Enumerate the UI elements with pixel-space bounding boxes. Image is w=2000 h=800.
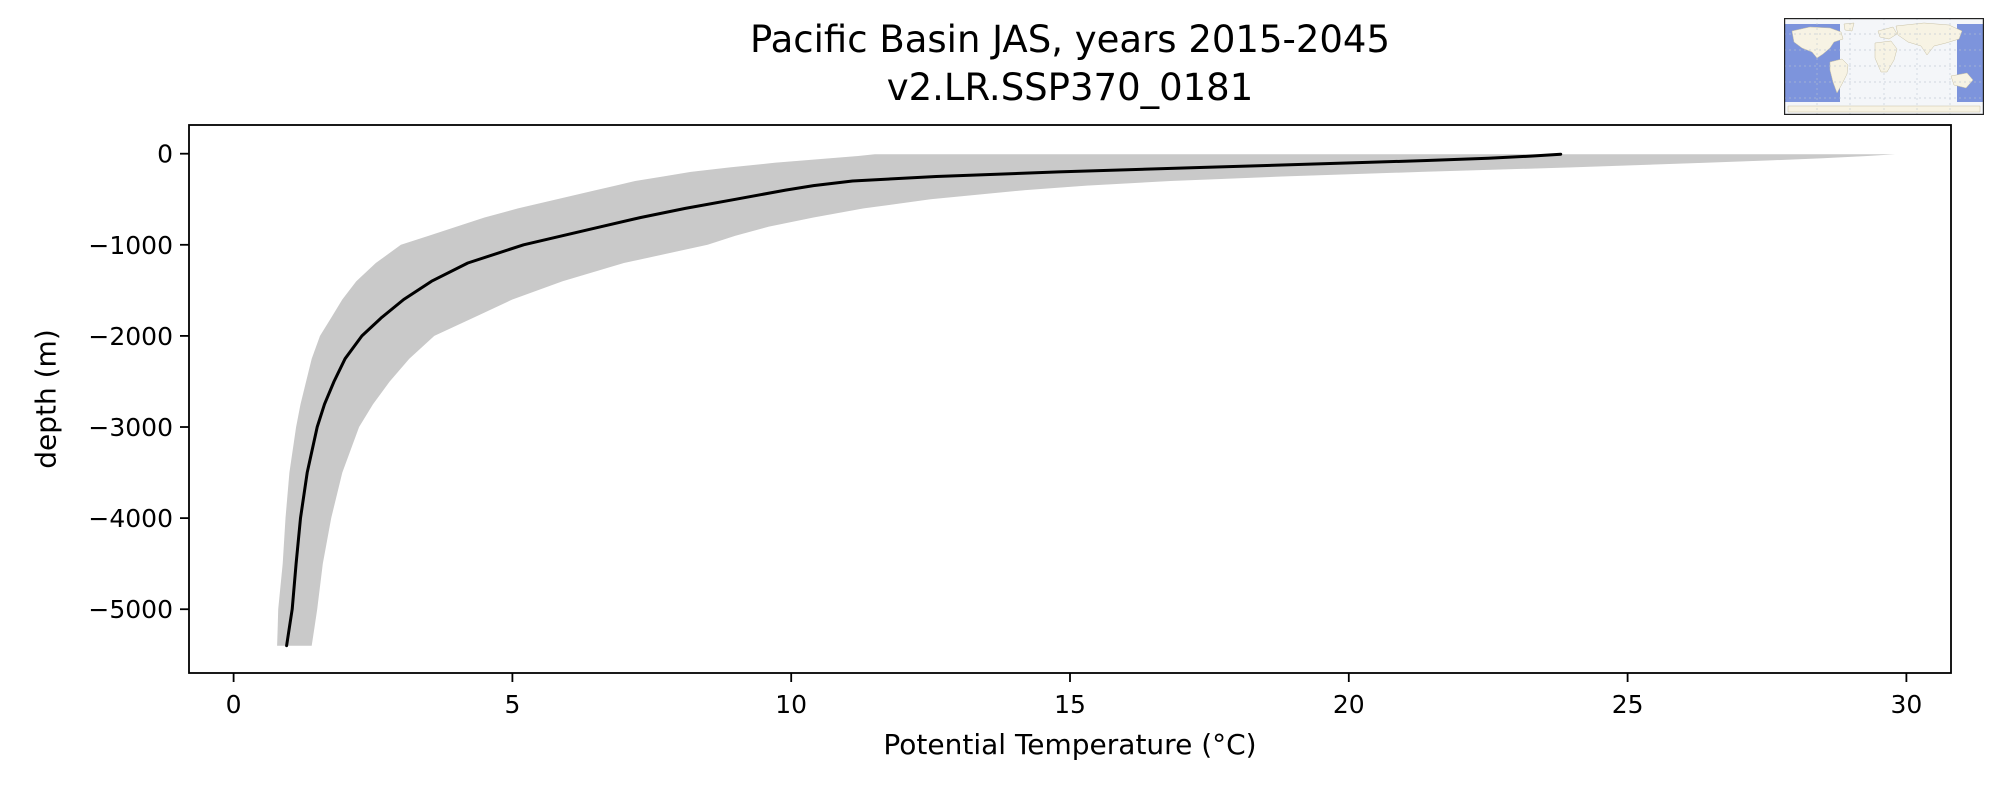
x-axis-label: Potential Temperature (°C) <box>883 728 1257 761</box>
inset-graticule <box>1784 18 1984 115</box>
mean-temperature-line <box>285 152 1563 648</box>
chart-subtitle: v2.LR.SSP370_0181 <box>886 66 1254 110</box>
north-america <box>1791 26 1844 59</box>
europe <box>1877 26 1898 40</box>
x-axis-ticks: 0 5 10 15 20 25 30 <box>226 673 1922 719</box>
x-tick-label-4: 20 <box>1333 690 1365 719</box>
spread-band-area <box>277 154 1896 646</box>
y-tick-label-2: −2000 <box>88 322 173 351</box>
pacific-basin-inset-map <box>1784 18 1984 115</box>
y-tick-label-0: 0 <box>157 140 173 169</box>
chart-title-block: Pacific Basin JAS, years 2015-2045 v2.LR… <box>189 16 1951 112</box>
y-tick-label-4: −4000 <box>88 504 173 533</box>
asia <box>1895 22 1963 56</box>
x-tick-label-2: 10 <box>775 690 807 719</box>
inset-border <box>1784 18 1984 115</box>
y-tick-label-5: −5000 <box>88 595 173 624</box>
x-tick-label-1: 5 <box>504 690 520 719</box>
x-tick-label-6: 30 <box>1890 690 1922 719</box>
chart-title: Pacific Basin JAS, years 2015-2045 <box>749 18 1391 61</box>
south-america <box>1829 58 1849 94</box>
x-tick-label-3: 15 <box>1054 690 1086 719</box>
x-tick-label-0: 0 <box>226 690 242 719</box>
y-tick-label-3: −3000 <box>88 413 173 442</box>
y-tick-label-1: −1000 <box>88 231 173 260</box>
australia <box>1950 72 1974 89</box>
greenland <box>1843 22 1855 32</box>
y-axis-ticks: 0 −1000 −2000 −3000 −4000 −5000 <box>88 140 189 624</box>
inset-continents <box>1787 22 1981 113</box>
x-tick-label-5: 25 <box>1612 690 1644 719</box>
plot-area-border <box>188 124 1952 674</box>
